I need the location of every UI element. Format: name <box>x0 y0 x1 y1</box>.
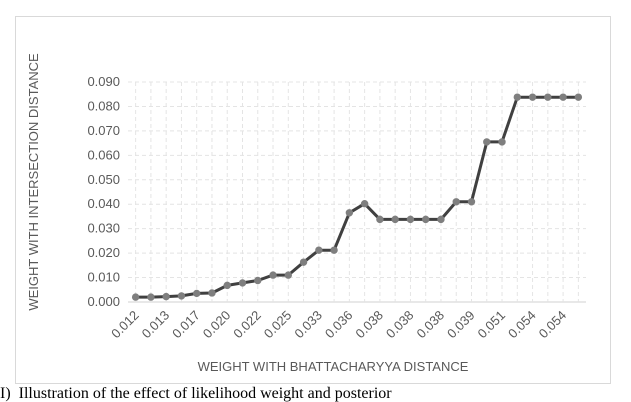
data-point <box>528 93 537 101</box>
data-point <box>299 258 308 266</box>
data-point <box>513 93 521 101</box>
data-point <box>498 138 506 146</box>
data-point <box>360 200 369 208</box>
y-tick-label: 0.090 <box>87 74 120 89</box>
x-tick-label: 0.025 <box>261 308 295 342</box>
data-point <box>376 215 384 224</box>
data-point <box>391 215 399 224</box>
data-point <box>574 93 583 101</box>
series-markers <box>131 93 583 301</box>
data-point <box>284 271 292 279</box>
y-tick-label: 0.070 <box>87 123 120 138</box>
y-tick-label: 0.000 <box>87 294 120 309</box>
y-tick-label: 0.030 <box>87 221 120 236</box>
x-tick-label: 0.022 <box>230 308 264 342</box>
x-tick-label: 0.017 <box>169 308 203 342</box>
series-line-group <box>135 95 579 299</box>
x-tick-label: 0.039 <box>444 308 478 342</box>
data-point <box>345 209 354 217</box>
data-point <box>437 215 445 224</box>
data-point <box>193 289 201 298</box>
data-point <box>177 292 186 300</box>
data-point <box>544 93 552 101</box>
y-tick-label: 0.020 <box>87 245 120 260</box>
y-tick-label: 0.060 <box>87 147 120 162</box>
y-tick-label: 0.010 <box>87 270 120 285</box>
data-point <box>406 215 415 224</box>
x-axis-title: WEIGHT WITH BHATTACHARYYA DISTANCE <box>198 359 469 374</box>
data-point <box>131 293 140 301</box>
data-point <box>223 281 231 290</box>
x-tick-label: 0.012 <box>108 308 142 342</box>
data-point <box>254 276 262 285</box>
data-point <box>422 215 430 224</box>
data-point <box>269 271 277 279</box>
y-axis-title: WEIGHT WITH INTERSECTION DISTANCE <box>26 53 41 311</box>
x-tick-label: 0.036 <box>322 308 356 342</box>
y-tick-labels: 0.000 0.010 0.020 0.030 0.040 0.050 0.060 0.070… <box>87 74 120 309</box>
x-tick-label: 0.013 <box>139 308 173 342</box>
data-point <box>483 138 491 146</box>
x-tick-labels: 0.0120.0130.0170.0200.0220.0250.0330.036… <box>108 308 569 342</box>
x-tick-label: 0.038 <box>413 308 447 342</box>
x-tick-label: 0.051 <box>475 308 509 342</box>
data-point <box>330 246 338 254</box>
y-tick-label: 0.080 <box>87 98 120 113</box>
data-point <box>208 289 216 297</box>
chart-frame: 0.000 0.010 0.020 0.030 0.040 0.050 0.060 0.070… <box>15 16 611 384</box>
data-point <box>315 246 323 254</box>
series-line <box>135 95 579 299</box>
data-point <box>452 198 460 206</box>
line-chart: 0.000 0.010 0.020 0.030 0.040 0.050 0.060 0.070… <box>26 53 586 374</box>
x-tick-label: 0.054 <box>536 308 570 342</box>
data-point <box>147 293 155 301</box>
y-tick-label: 0.040 <box>87 196 120 211</box>
data-point <box>162 292 170 301</box>
data-point <box>467 198 476 206</box>
x-tick-label: 0.038 <box>352 308 386 342</box>
data-point <box>559 93 567 101</box>
x-tick-label: 0.020 <box>200 308 234 342</box>
figure-caption: I) Illustration of the effect of likelih… <box>0 385 392 402</box>
y-tick-label: 0.050 <box>87 172 120 187</box>
data-point <box>238 279 247 287</box>
caption-text: Illustration of the effect of likelihood… <box>18 385 392 402</box>
x-tick-label: 0.038 <box>383 308 417 342</box>
x-tick-label: 0.054 <box>505 308 539 342</box>
gridlines <box>128 81 586 303</box>
x-tick-label: 0.033 <box>291 308 325 342</box>
